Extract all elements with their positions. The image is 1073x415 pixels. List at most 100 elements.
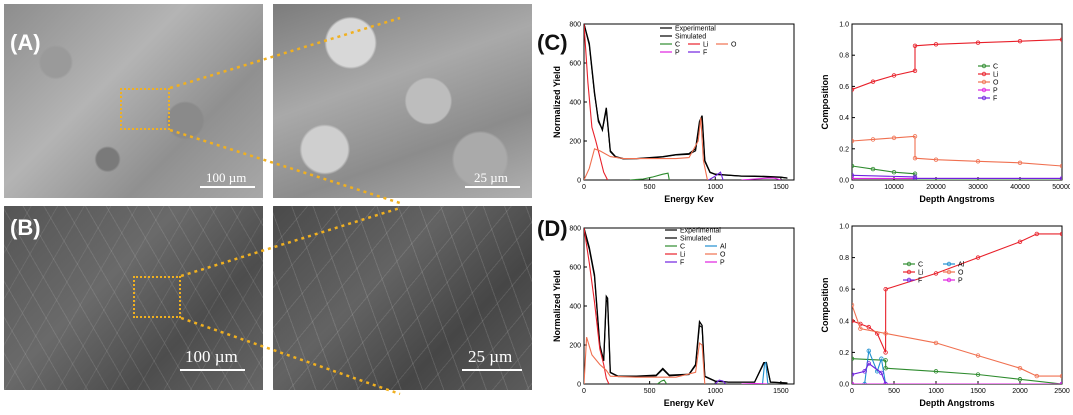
series-point-c xyxy=(891,169,897,175)
scale-bar-a-right xyxy=(465,186,520,188)
series-point-c xyxy=(883,358,888,363)
series-point-li xyxy=(933,42,939,47)
series-point-o xyxy=(891,135,897,141)
x-tick-label: 30000 xyxy=(968,184,988,191)
series-line-simulated xyxy=(584,229,788,384)
series-line-li xyxy=(852,39,1062,91)
legend-label-f: F xyxy=(703,50,707,57)
legend-marker-f xyxy=(981,95,987,101)
legend-marker-p xyxy=(946,277,952,283)
sem-image-a-high-mag xyxy=(273,4,532,198)
legend-label-f: F xyxy=(993,96,997,103)
legend-label-o: O xyxy=(993,80,999,87)
y-tick-label: 0.6 xyxy=(839,84,849,91)
series-point-li xyxy=(975,255,981,260)
y-tick-label: 0.4 xyxy=(839,318,849,325)
series-point-o xyxy=(933,157,939,162)
legend-label-experimental: Experimental xyxy=(675,26,716,33)
series-point-c xyxy=(1017,377,1023,382)
series-line-c xyxy=(852,165,1062,180)
scale-label-a-left: 100 µm xyxy=(206,170,247,185)
series-point-o xyxy=(883,331,888,336)
y-tick-label: 0.0 xyxy=(839,382,849,389)
y-axis-label: Normalized Yield xyxy=(552,270,562,342)
legend-label-p: P xyxy=(958,278,963,285)
series-line-p xyxy=(741,177,782,180)
series-point-o xyxy=(975,159,981,164)
legend-marker-al xyxy=(946,261,952,267)
series-point-f xyxy=(852,173,855,178)
legend-label-o: O xyxy=(731,42,737,49)
panel-label-c: (C) xyxy=(537,30,568,55)
zoom-region-a xyxy=(120,88,170,130)
y-tick-label: 0.0 xyxy=(839,178,849,185)
series-line-c xyxy=(657,379,668,384)
series-point-c xyxy=(933,369,939,374)
series-point-li xyxy=(852,318,855,323)
legend-label-c: C xyxy=(675,42,680,49)
y-tick-label: 0.8 xyxy=(839,53,849,60)
series-point-o xyxy=(912,155,918,161)
series-point-o xyxy=(1059,163,1062,169)
series-point-c xyxy=(870,166,876,172)
series-point-o xyxy=(1034,373,1039,379)
legend-marker-o xyxy=(946,269,952,275)
series-line-o xyxy=(852,135,1062,167)
legend-label-f: F xyxy=(918,278,922,285)
series-point-f xyxy=(912,174,918,180)
series-point-p xyxy=(852,381,855,384)
series-point-o xyxy=(858,326,863,331)
series-point-o xyxy=(975,353,981,358)
series-line-al xyxy=(761,361,769,384)
series-line-al xyxy=(852,348,1062,384)
scale-bar-b-left xyxy=(180,369,245,371)
y-tick-label: 0 xyxy=(577,382,581,389)
series-line-c xyxy=(629,172,670,180)
series-point-f xyxy=(1059,176,1062,180)
series-line-f xyxy=(708,171,724,180)
panel-label-a: (A) xyxy=(10,30,41,55)
series-line-c xyxy=(852,358,1062,384)
series-point-p xyxy=(1059,381,1062,384)
legend-label-o: O xyxy=(958,270,964,277)
chart-c-depth: 0 10000 20000 30000 40000 50000 0.0 0.2 0.4 0.6 0.… xyxy=(820,22,1070,205)
x-tick-label: 0 xyxy=(582,184,586,191)
legend-label-al: Al xyxy=(958,262,965,269)
series-point-li xyxy=(883,286,888,292)
series-point-c xyxy=(852,163,855,169)
y-tick-label: 0.4 xyxy=(839,115,849,122)
series-point-o xyxy=(852,302,855,308)
x-tick-label: 2000 xyxy=(1012,388,1028,395)
legend-label-p: P xyxy=(675,50,680,57)
series-point-li xyxy=(1059,231,1062,237)
series-point-li xyxy=(912,68,918,73)
y-tick-label: 0.6 xyxy=(839,287,849,294)
x-tick-label: 2500 xyxy=(1054,388,1070,395)
y-tick-label: 0.8 xyxy=(839,255,849,262)
legend-label-f: F xyxy=(680,260,684,267)
series-point-li xyxy=(975,40,981,45)
legend-label-c: C xyxy=(993,64,998,71)
x-tick-label: 50000 xyxy=(1052,184,1070,191)
legend-marker-f xyxy=(906,277,912,283)
chart-d-depth: 0 500 1000 1500 2000 2500 0.0 0.2 0.4 0.6 0.8 1.0 De… xyxy=(820,224,1070,409)
series-point-c xyxy=(975,372,981,377)
series-point-c xyxy=(912,171,918,176)
x-tick-label: 40000 xyxy=(1010,184,1030,191)
series-point-c xyxy=(852,356,855,361)
series-point-p xyxy=(852,176,855,180)
sem-image-b-high-mag xyxy=(273,206,532,390)
panel-label-b: (B) xyxy=(10,215,41,240)
series-point-li xyxy=(933,271,939,276)
plot-frame xyxy=(583,227,795,385)
legend-label-al: Al xyxy=(720,244,727,251)
series-point-f xyxy=(866,361,871,366)
y-tick-label: 0 xyxy=(577,178,581,185)
series-line-f xyxy=(714,379,727,384)
y-tick-label: 0.2 xyxy=(839,146,849,153)
series-point-al xyxy=(879,356,884,361)
x-tick-label: 0 xyxy=(582,388,586,395)
series-line-o xyxy=(584,337,706,384)
legend-label-p: P xyxy=(720,260,725,267)
